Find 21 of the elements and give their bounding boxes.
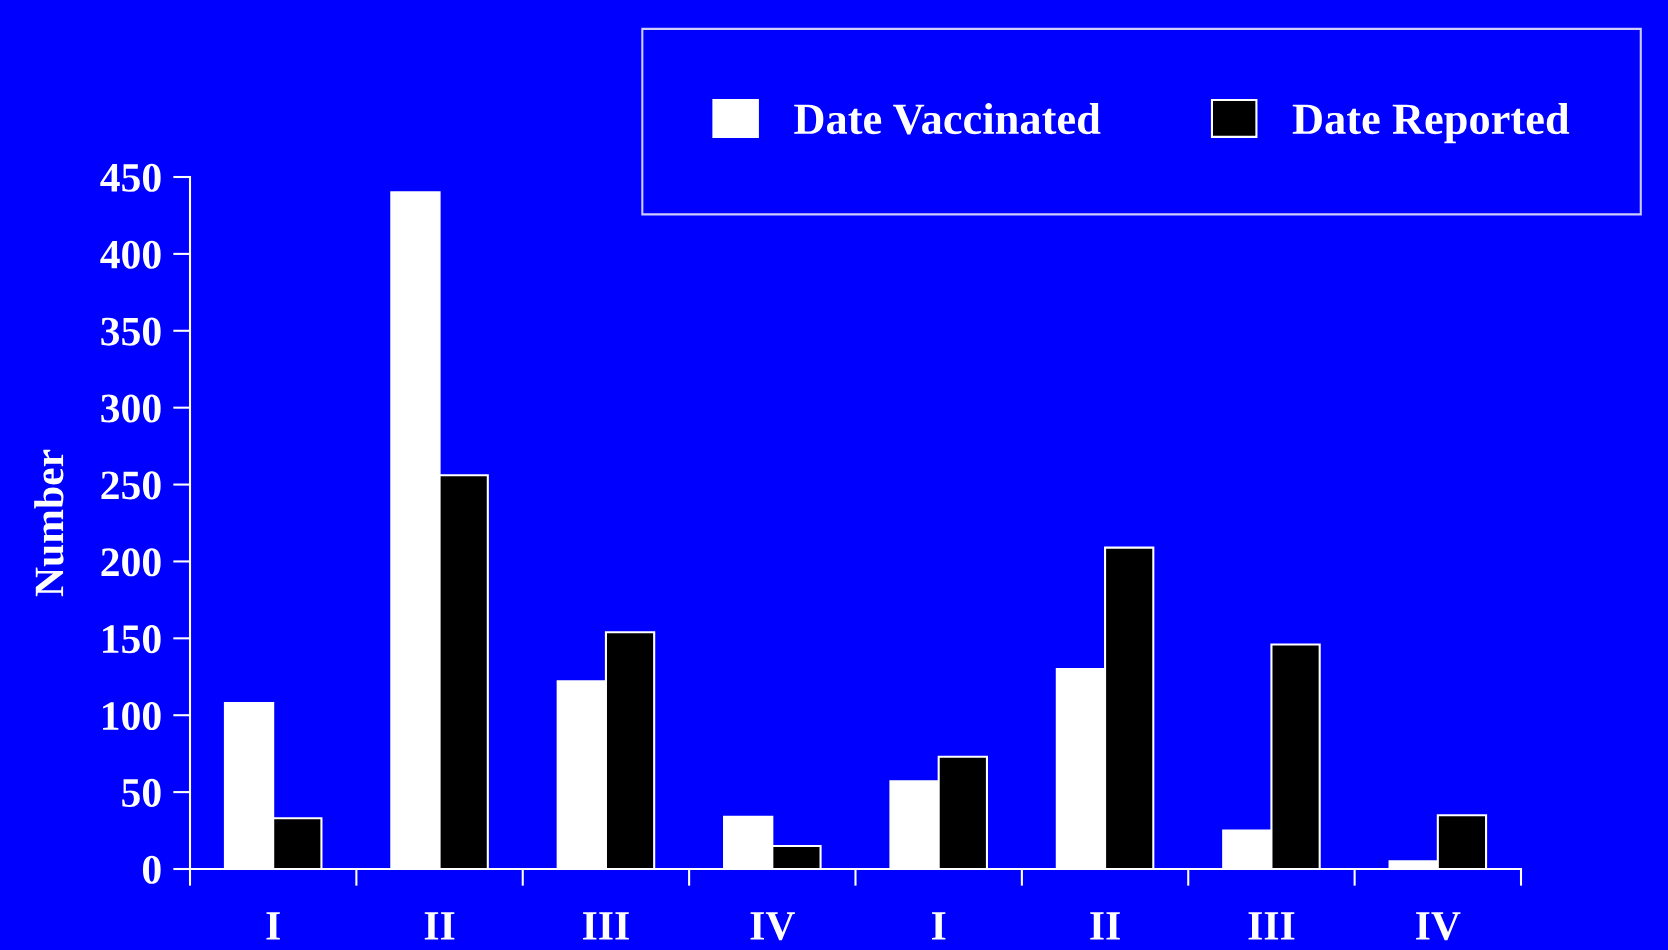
legend-label: Date Reported	[1292, 102, 1570, 144]
y-tick-label: 150	[103, 625, 161, 654]
x-tick-label: I	[266, 912, 280, 940]
y-tick-label: 0	[142, 855, 161, 884]
legend-label: Date Vaccinated	[794, 102, 1101, 135]
x-tick-label: III	[583, 912, 629, 940]
y-axis-title: Number	[34, 449, 64, 597]
x-tick-label: I	[931, 912, 946, 940]
y-tick-label: 50	[122, 778, 161, 807]
y-tick-label: 400	[100, 240, 161, 269]
x-tick-label: III	[1248, 912, 1295, 940]
y-tick-label: 100	[103, 701, 161, 731]
y-tick-label: 300	[101, 394, 161, 423]
y-tick-label: 350	[101, 317, 161, 346]
y-tick-label: 450	[100, 163, 161, 192]
y-tick-label: 250	[101, 471, 161, 500]
x-tick-label: II	[424, 912, 455, 940]
x-tick-label: II	[1090, 912, 1120, 940]
x-tick-label: IV	[1416, 912, 1461, 941]
y-tick-label: 200	[101, 548, 161, 577]
x-tick-label: IV	[750, 912, 795, 941]
